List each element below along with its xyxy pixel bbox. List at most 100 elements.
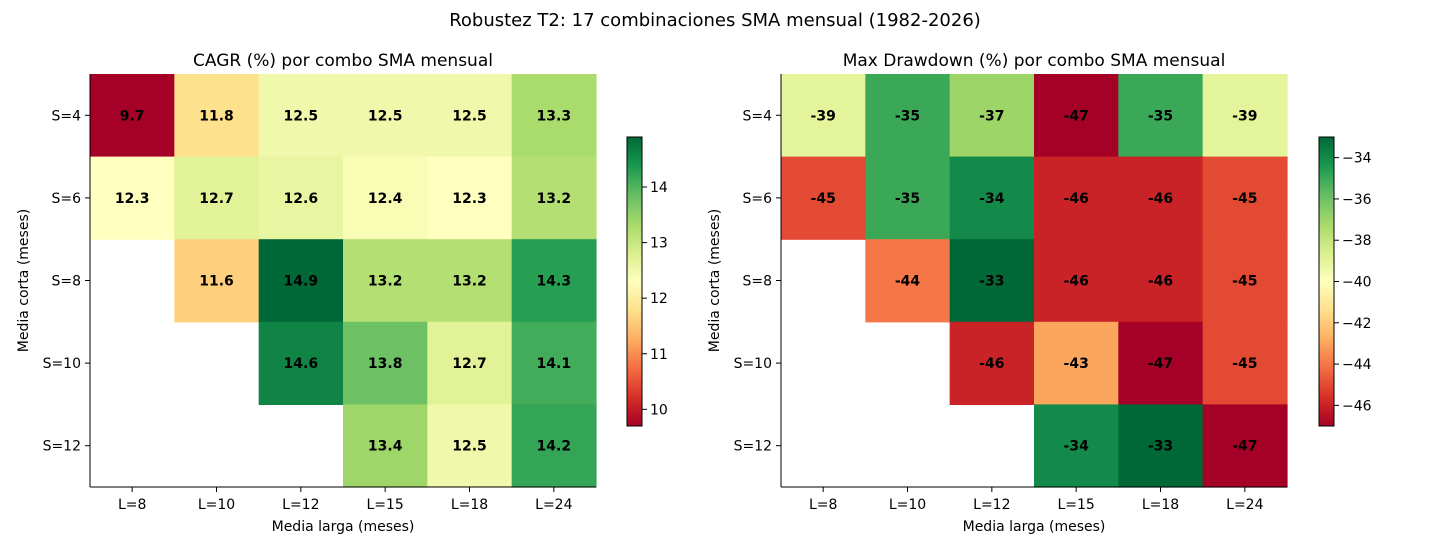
heatmap-cell [258, 239, 344, 323]
colorbar-tick-label: 12 [650, 291, 668, 307]
y-tick-label: S=8 [51, 274, 81, 290]
cell-value-label: -46 [1148, 274, 1173, 290]
heatmap-cell [865, 74, 951, 158]
colorbar-tick-label: −34 [1342, 151, 1372, 167]
heatmap-cell [427, 404, 513, 488]
x-tick-label: L=15 [366, 497, 403, 513]
cell-value-label: 12.5 [368, 108, 403, 124]
cell-value-label: 12.7 [452, 356, 487, 372]
heatmap-cell [781, 74, 866, 158]
y-tick-label: S=12 [43, 439, 81, 455]
heatmap-cell [511, 156, 597, 240]
cell-value-label: -34 [979, 191, 1005, 207]
cell-value-label: 11.6 [199, 274, 234, 290]
cell-value-label: -45 [1232, 191, 1257, 207]
cell-value-label: -45 [1232, 274, 1257, 290]
heatmap-cell [258, 321, 344, 405]
heatmap-cell [865, 239, 951, 323]
heatmap-cell [1202, 239, 1288, 323]
heatmap-cell [174, 239, 260, 323]
cell-value-label: -35 [895, 191, 920, 207]
heatmap-cell [1118, 74, 1204, 158]
y-tick-label: S=12 [734, 439, 772, 455]
panel-title: Max Drawdown (%) por combo SMA mensual [843, 51, 1226, 71]
cell-value-label: 12.5 [284, 108, 319, 124]
y-axis-label: Media corta (meses) [16, 209, 32, 352]
x-axis-label: Media larga (meses) [272, 519, 415, 535]
heatmap-cell [343, 321, 428, 405]
heatmap-cell [949, 74, 1035, 158]
colorbar-tick-label: −42 [1342, 316, 1372, 332]
cell-value-label: -35 [895, 108, 920, 124]
y-tick-label: S=6 [742, 191, 772, 207]
heatmap-cell [511, 74, 597, 158]
heatmap-cell [1202, 74, 1288, 158]
heatmap-cell [343, 74, 428, 158]
heatmap-cell [1034, 74, 1119, 158]
cell-value-label: -35 [1148, 108, 1173, 124]
heatmap-cell [427, 156, 513, 240]
heatmap-cell [427, 74, 513, 158]
colorbar-tick-label: −40 [1342, 275, 1372, 291]
x-tick-label: L=18 [1142, 497, 1179, 513]
cell-value-label: 13.2 [368, 274, 403, 290]
colorbar-tick-label: 10 [650, 402, 668, 418]
heatmap-cell [949, 321, 1035, 405]
heatmap-panel-1: 9.7 11.8 12.5 12.5 12.5 13.3 12.3 12.7 12.6 12.4 1… [16, 51, 668, 535]
cell-value-label: -47 [1232, 439, 1257, 455]
colorbar-tick-label: −36 [1342, 192, 1372, 208]
cell-value-label: -46 [1064, 191, 1089, 207]
cell-value-label: 14.3 [537, 274, 572, 290]
x-tick-label: L=24 [1226, 497, 1263, 513]
y-tick-label: S=4 [742, 108, 772, 124]
heatmap-cell [1118, 321, 1204, 405]
cell-value-label: -46 [1064, 274, 1089, 290]
heatmap-cell [1118, 239, 1204, 323]
colorbar-tick-label: −38 [1342, 233, 1372, 249]
y-tick-label: S=4 [51, 108, 81, 124]
cell-value-label: -37 [979, 108, 1004, 124]
heatmap-cell [427, 239, 513, 323]
cell-value-label: -46 [1148, 191, 1173, 207]
cell-value-label: 13.8 [368, 356, 403, 372]
heatmap-cell [1034, 321, 1119, 405]
cell-value-label: 13.4 [368, 439, 403, 455]
heatmap-cell [1202, 404, 1288, 488]
heatmap-cell [90, 74, 175, 158]
heatmap-cell [511, 404, 597, 488]
cell-value-label: 13.3 [537, 108, 572, 124]
heatmap-cell [343, 239, 428, 323]
heatmap-cell [511, 321, 597, 405]
cell-value-label: -45 [1232, 356, 1257, 372]
x-tick-label: L=8 [809, 497, 837, 513]
cell-value-label: -33 [1148, 439, 1173, 455]
heatmap-cell [1202, 321, 1288, 405]
heatmap-cell [949, 239, 1035, 323]
cell-value-label: -43 [1064, 356, 1089, 372]
colorbar [626, 136, 643, 427]
heatmap-cell [174, 156, 260, 240]
x-tick-label: L=8 [118, 497, 146, 513]
heatmap-cell [511, 239, 597, 323]
cell-value-label: -39 [1232, 108, 1257, 124]
cell-value-label: 12.5 [452, 439, 487, 455]
y-axis-label: Media corta (meses) [707, 209, 723, 352]
heatmap-cell [1034, 156, 1119, 240]
y-tick-label: S=10 [734, 356, 772, 372]
heatmap-cell [258, 156, 344, 240]
y-tick-label: S=6 [51, 191, 81, 207]
cell-value-label: -33 [979, 274, 1004, 290]
x-tick-label: L=18 [451, 497, 488, 513]
heatmap-cell [174, 74, 260, 158]
cell-value-label: 14.1 [537, 356, 572, 372]
colorbar-tick-label: 13 [650, 236, 668, 252]
cell-value-label: 9.7 [120, 108, 145, 124]
colorbar-tick-label: 14 [650, 180, 668, 196]
x-tick-label: L=24 [535, 497, 572, 513]
heatmap-cell [343, 156, 428, 240]
cell-value-label: 12.3 [452, 191, 487, 207]
heatmap-cell [427, 321, 513, 405]
cell-value-label: -44 [895, 274, 921, 290]
cell-value-label: -47 [1148, 356, 1173, 372]
colorbar-tick-label: −46 [1342, 398, 1372, 414]
